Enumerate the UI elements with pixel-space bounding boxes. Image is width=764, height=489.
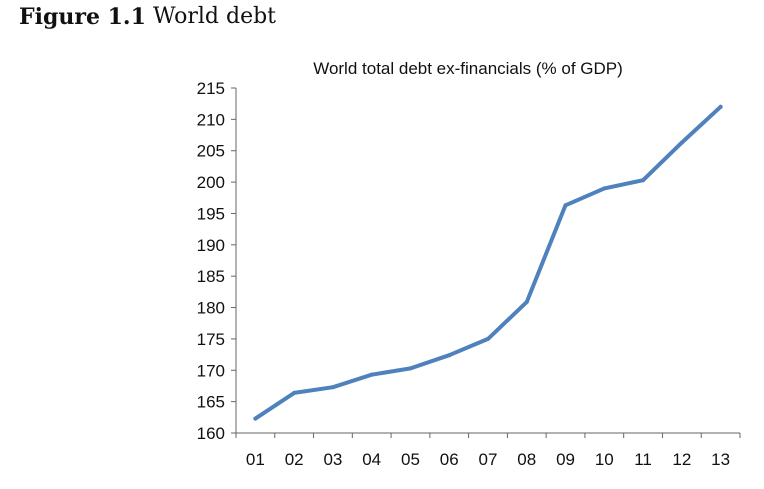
x-tick-label: 07 xyxy=(479,450,498,469)
x-tick-label: 04 xyxy=(362,450,381,469)
y-tick-label: 160 xyxy=(197,424,225,443)
data-point xyxy=(330,385,335,390)
data-point xyxy=(641,178,646,183)
y-tick-label: 190 xyxy=(197,236,225,255)
y-tick-label: 215 xyxy=(197,79,225,98)
y-tick-label: 175 xyxy=(197,330,225,349)
x-tick-label: 01 xyxy=(246,450,265,469)
x-tick-label: 12 xyxy=(672,450,691,469)
data-point xyxy=(563,203,568,208)
x-tick-label: 08 xyxy=(517,450,536,469)
y-axis-ticks: 160 165 170 175 180 185 190 195 200 205 210 215 xyxy=(197,79,236,443)
data-point xyxy=(486,336,490,341)
figure-label: Figure 1.1 xyxy=(19,4,146,30)
data-point xyxy=(524,299,529,304)
data-point xyxy=(602,186,607,191)
data-point xyxy=(679,140,684,145)
data-point xyxy=(369,372,374,377)
y-tick-label: 185 xyxy=(197,267,225,286)
y-tick-label: 210 xyxy=(197,110,225,129)
x-tick-label: 13 xyxy=(711,450,730,469)
chart-title: World total debt ex-financials (% of GDP… xyxy=(313,59,623,78)
x-tick-label: 11 xyxy=(634,450,652,469)
y-tick-label: 205 xyxy=(197,142,225,161)
y-tick-label: 200 xyxy=(197,173,225,192)
y-tick-label: 180 xyxy=(197,299,225,318)
x-axis-ticks: 01 02 03 04 05 06 07 08 09 10 11 12 13 xyxy=(235,433,741,469)
y-tick-label: 170 xyxy=(197,361,225,380)
data-point xyxy=(447,353,452,358)
x-tick-label: 03 xyxy=(323,450,342,469)
figure-title: World debt xyxy=(153,4,277,29)
data-point xyxy=(292,390,297,395)
series-group xyxy=(253,104,723,421)
y-tick-label: 165 xyxy=(197,393,225,412)
series-line xyxy=(253,104,723,421)
x-tick-label: 02 xyxy=(285,450,304,469)
x-tick-label: 10 xyxy=(595,450,614,469)
x-tick-label: 09 xyxy=(556,450,575,469)
data-point xyxy=(253,416,258,421)
x-tick-label: 05 xyxy=(401,450,420,469)
x-tick-label: 06 xyxy=(440,450,459,469)
data-point xyxy=(718,104,723,109)
y-tick-label: 195 xyxy=(197,204,225,223)
data-point xyxy=(408,366,413,371)
